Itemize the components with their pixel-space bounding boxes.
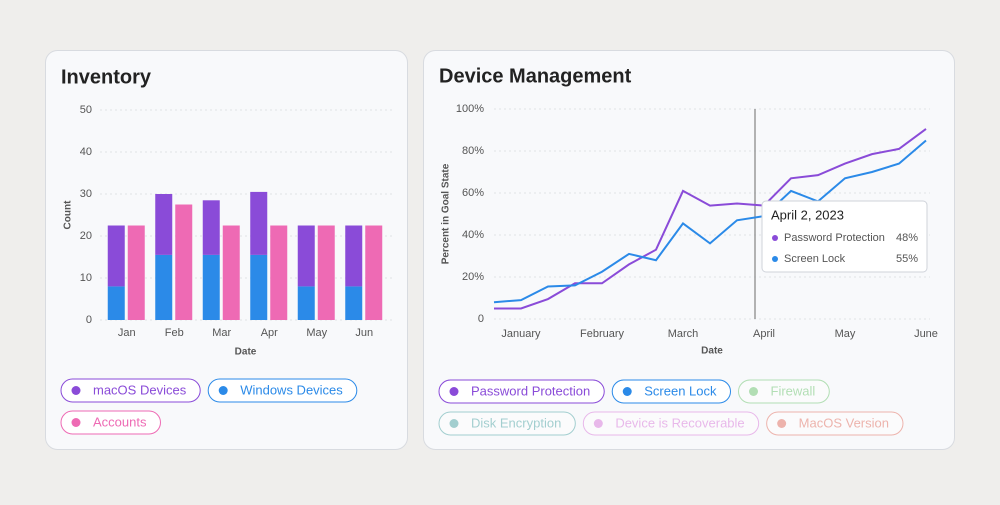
line-series — [494, 128, 927, 310]
x-tick-label: January — [501, 328, 541, 340]
bar — [222, 225, 240, 320]
legend-label: Password Protection — [471, 383, 590, 398]
legend-label: Device is Recoverable — [615, 415, 744, 430]
legend-label: Disk Encryption — [471, 415, 561, 430]
bar-segment — [155, 254, 173, 320]
legend-pill — [611, 379, 731, 404]
legend-label: MacOS Version — [799, 415, 889, 430]
tooltip-title: April 2, 2023 — [771, 207, 844, 222]
card — [423, 50, 955, 450]
x-tick-label: Apr — [261, 327, 278, 339]
legend-pill — [207, 378, 358, 403]
bar-segment — [297, 225, 315, 287]
legend-item: Password Protection — [438, 379, 605, 404]
bar-segment — [250, 254, 268, 320]
tooltip-name: Screen Lock — [784, 253, 846, 265]
x-tick-label: February — [580, 328, 625, 340]
x-tick-label: March — [668, 328, 699, 340]
bar-segment — [297, 286, 315, 320]
x-tick-label: June — [914, 328, 938, 340]
x-axis-title: Date — [701, 346, 723, 357]
legend-label: Windows Devices — [240, 382, 343, 397]
tooltip-value: 48% — [896, 232, 918, 244]
legend-label: macOS Devices — [93, 382, 187, 397]
y-tick-label: 40% — [462, 229, 484, 241]
y-tick-label: 20% — [462, 271, 484, 283]
bar-segment — [107, 225, 125, 287]
bar-segment — [107, 286, 125, 320]
bar — [270, 225, 288, 320]
x-tick-label: Jan — [118, 327, 136, 339]
legend-item: Windows Devices — [207, 378, 358, 403]
y-tick-label: 80% — [462, 145, 484, 157]
legend-label: Accounts — [93, 414, 147, 429]
legend-pill — [582, 411, 760, 436]
legend-item: Disk Encryption — [438, 411, 576, 436]
y-tick-label: 0 — [478, 313, 484, 325]
legend-item: Accounts — [60, 410, 161, 435]
legend-item: Screen Lock — [611, 379, 731, 404]
legend-item: Firewall — [738, 379, 830, 404]
legend-item: Device is Recoverable — [582, 411, 760, 436]
bar — [365, 225, 383, 320]
bar — [317, 225, 335, 320]
legend-dot — [749, 387, 758, 396]
legend-pill — [766, 411, 904, 436]
legend-dot — [449, 387, 459, 396]
y-tick-label: 10 — [80, 272, 92, 284]
legend-dot — [71, 386, 81, 395]
legend-label: Firewall — [771, 383, 816, 398]
y-tick-label: 0 — [86, 314, 92, 326]
bar — [127, 225, 145, 320]
y-tick-label: 20 — [80, 230, 92, 242]
legend-label: Screen Lock — [644, 383, 717, 398]
tooltip-name: Password Protection — [784, 232, 885, 244]
y-axis-title: Count — [63, 200, 74, 230]
bar-segment — [345, 225, 363, 287]
legend-pill — [438, 411, 576, 436]
legend-dot — [593, 419, 603, 428]
x-tick-label: Mar — [212, 327, 231, 339]
bar-segment — [202, 254, 220, 320]
bar-segment — [250, 191, 268, 255]
legend-pill — [438, 379, 605, 404]
legend-dot — [449, 419, 459, 428]
bar — [175, 204, 193, 320]
y-axis-title: Percent in Goal State — [441, 163, 452, 264]
x-tick-label: April — [753, 328, 775, 340]
x-tick-label: May — [306, 327, 327, 339]
legend-dot — [71, 418, 81, 427]
legend-dot — [622, 387, 632, 396]
y-tick-label: 100% — [456, 103, 484, 115]
bar-segment — [202, 200, 220, 255]
tooltip-dot — [772, 235, 778, 241]
legend-pill — [60, 410, 161, 435]
y-tick-label: 50 — [80, 104, 92, 116]
bar-segment — [345, 286, 363, 320]
x-axis-title: Date — [235, 347, 257, 358]
tooltip-value: 55% — [896, 253, 918, 265]
x-tick-label: Jun — [355, 327, 373, 339]
line-series — [493, 139, 927, 304]
y-tick-label: 60% — [462, 187, 484, 199]
legend-dot — [777, 419, 787, 428]
x-tick-label: Feb — [165, 327, 184, 339]
tooltip-dot — [772, 256, 778, 262]
bar-segment — [155, 194, 173, 255]
chart-title: Inventory — [61, 66, 152, 88]
legend-dot — [218, 386, 228, 395]
legend-item: macOS Devices — [60, 378, 201, 403]
tooltip-box — [761, 200, 928, 273]
chart-title: Device Management — [439, 65, 632, 87]
y-tick-label: 40 — [80, 146, 92, 158]
legend-pill — [738, 379, 830, 404]
x-tick-label: May — [835, 328, 856, 340]
y-tick-label: 30 — [80, 188, 92, 200]
tooltip: April 2, 2023 Password Protection 48% Scree… — [761, 200, 928, 273]
legend-pill — [60, 378, 201, 403]
legend-item: MacOS Version — [766, 411, 904, 436]
